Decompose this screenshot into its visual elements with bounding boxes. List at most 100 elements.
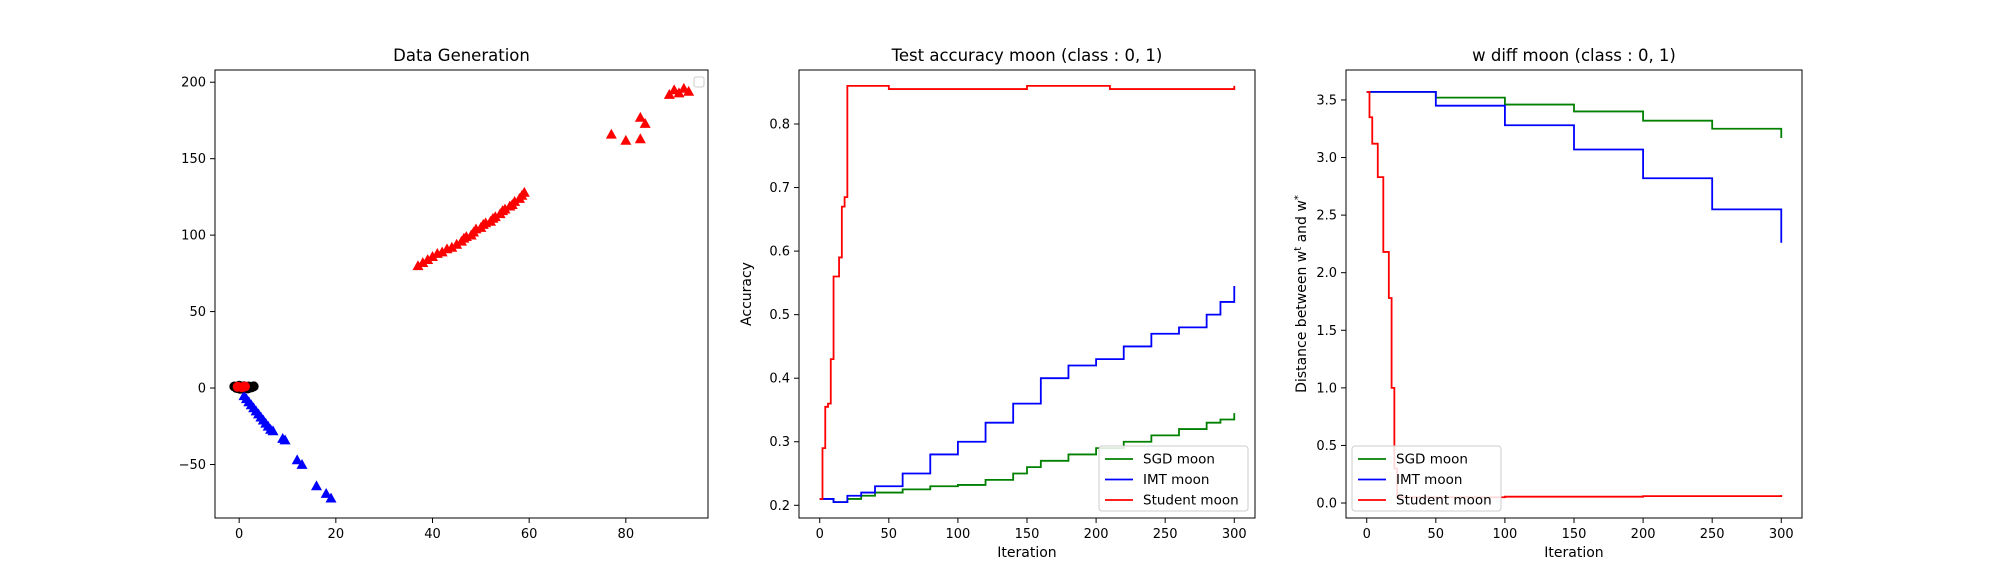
- x-tick-label: 250: [1700, 527, 1725, 542]
- scatter-point-series-1: [499, 203, 511, 214]
- chart-panel-3: 0 50 100 150 200 250 300 0.0 0.5 1.0 1.5 2.0 2.5 3.0 3…: [1293, 46, 1803, 561]
- line-imt-moon: [1366, 90, 1783, 243]
- x-tick-label: 40: [424, 527, 441, 542]
- scatter-point-series-2: [267, 425, 279, 436]
- line-student-moon: [819, 84, 1236, 500]
- y-tick-label: 0.8: [769, 118, 790, 133]
- y-tick-label: 2.5: [1316, 209, 1337, 224]
- scatter-point-series-1: [412, 260, 424, 271]
- scatter-point-series-1: [422, 254, 434, 264]
- legend-label-2: IMT moon: [1143, 472, 1209, 488]
- scatter-point-series-2: [311, 480, 322, 491]
- y-tick-label: 1.5: [1316, 324, 1337, 339]
- y-tick-label: 0.3: [769, 435, 790, 450]
- scatter-point-series-1: [634, 133, 646, 144]
- x-tick-label: 0: [235, 527, 243, 542]
- legend-box: [1098, 445, 1249, 512]
- legend-label-2: IMT moon: [1396, 472, 1462, 488]
- chart-title: w diff moon (class : 0, 1): [1472, 46, 1676, 65]
- scatter-point-series-1: [509, 195, 521, 206]
- scatter-point-series-2: [279, 434, 291, 445]
- scatter-point-series-1: [417, 257, 429, 268]
- y-axis-label-sup: t: [1293, 247, 1304, 251]
- plot-data: [819, 84, 1236, 504]
- plot-data: [1366, 90, 1783, 499]
- scatter-point-series-1: [639, 118, 651, 128]
- scatter-point-series-1: [605, 128, 617, 139]
- x-tick-label: 200: [1084, 527, 1109, 542]
- y-axis-label-text: Distance between w: [1294, 251, 1310, 393]
- scatter-point-series-1: [436, 246, 448, 257]
- y-tick-label: 0.7: [769, 181, 790, 196]
- y-tick-label: 100: [181, 229, 206, 244]
- scatter-point-series-1: [427, 251, 438, 261]
- legend-label-1: SGD moon: [1396, 452, 1468, 468]
- scatter-point-series-1: [489, 211, 501, 222]
- plot-background: [215, 70, 708, 518]
- x-tick-label: 80: [618, 527, 635, 542]
- scatter-point-series-1: [620, 134, 632, 145]
- x-tick-label: 300: [1222, 527, 1247, 542]
- x-axis-label: Iteration: [1544, 545, 1603, 561]
- plot-background: [799, 70, 1255, 518]
- scatter-point-series-2: [320, 488, 332, 498]
- chart-panel-2: 0 50 100 150 200 250 300 0.2 0.3 0.4 0.5 0.6 0.7 0.8 T…: [739, 46, 1256, 561]
- scatter-point-series-2: [291, 454, 303, 465]
- legend-box: [693, 76, 705, 88]
- scatter-point-series-1: [451, 238, 463, 249]
- x-tick-label: 150: [1015, 527, 1040, 542]
- legend-label-3: Student moon: [1143, 493, 1239, 509]
- y-axis-label: Distance between wt and w*: [1293, 195, 1310, 393]
- y-tick-label: 200: [181, 76, 206, 91]
- line-sgd-moon: [819, 413, 1236, 504]
- y-tick-label: 0.0: [1316, 497, 1337, 512]
- y-tick-label: 0.5: [769, 308, 790, 323]
- x-tick-label: 250: [1153, 527, 1178, 542]
- y-tick-label: −50: [179, 458, 206, 473]
- scatter-point-series-1: [446, 241, 458, 252]
- legend-box: [1351, 445, 1502, 512]
- legend-label-3: Student moon: [1396, 493, 1492, 509]
- scatter-point-series-1: [634, 111, 646, 122]
- x-tick-label: 150: [1562, 527, 1587, 542]
- chart-panel-1: 0 20 40 60 80 −50 0 50 100 150 200 Data Generation: [179, 46, 709, 542]
- y-tick-label: 3.5: [1316, 93, 1337, 108]
- scatter-point-series-1: [518, 186, 530, 197]
- scatter-point-series-4: [239, 381, 250, 392]
- x-tick-label: 0: [816, 527, 824, 542]
- y-axis-label-sup: *: [1293, 195, 1304, 200]
- y-tick-label: 0.4: [769, 372, 790, 387]
- x-tick-label: 0: [1363, 527, 1371, 542]
- scatter-point-series-1: [683, 85, 695, 96]
- x-tick-label: 100: [945, 527, 970, 542]
- y-tick-label: 0.5: [1316, 439, 1337, 454]
- x-tick-label: 50: [1428, 527, 1445, 542]
- y-axis-label: Accuracy: [739, 262, 755, 326]
- x-tick-label: 60: [521, 527, 538, 542]
- y-tick-label: 3.0: [1316, 151, 1337, 166]
- y-tick-label: 150: [181, 152, 206, 167]
- line-student-moon: [1366, 90, 1783, 499]
- y-tick-label: 50: [189, 305, 206, 320]
- y-axis-label-text: Accuracy: [739, 262, 755, 326]
- chart-title: Data Generation: [393, 46, 530, 65]
- scatter-point-series-2: [325, 492, 337, 503]
- x-tick-label: 300: [1769, 527, 1794, 542]
- y-tick-label: 0.6: [769, 245, 790, 260]
- y-tick-label: 2.0: [1316, 266, 1337, 281]
- x-tick-label: 50: [881, 527, 898, 542]
- line-imt-moon: [819, 286, 1236, 504]
- x-tick-label: 100: [1492, 527, 1517, 542]
- x-tick-label: 200: [1631, 527, 1656, 542]
- x-tick-label: 20: [328, 527, 345, 542]
- legend-label-1: SGD moon: [1143, 452, 1215, 468]
- y-tick-label: 0: [198, 382, 206, 397]
- plot-data: [229, 82, 695, 503]
- y-tick-label: 0.2: [769, 499, 790, 514]
- plot-frame: [214, 69, 709, 519]
- y-tick-label: 1.0: [1316, 381, 1337, 396]
- scatter-point-series-2: [296, 458, 308, 469]
- y-axis-label-text: and w: [1294, 200, 1310, 247]
